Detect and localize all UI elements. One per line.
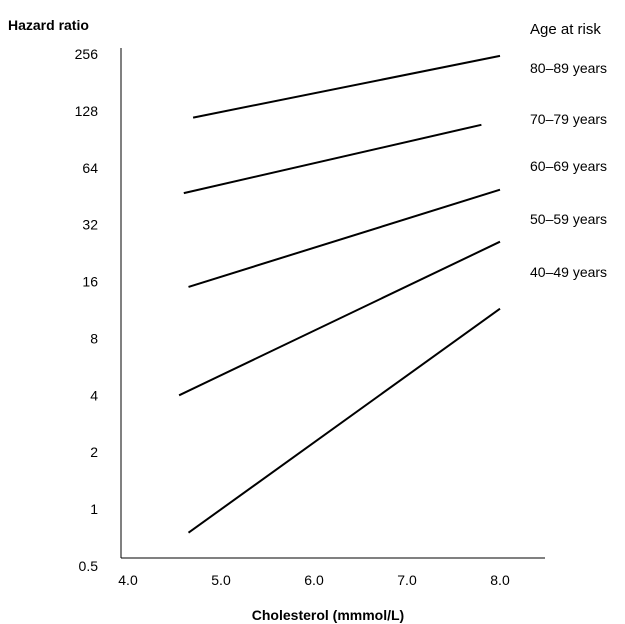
y-tick-label: 128: [75, 103, 99, 119]
series-label-3: 60–69 years: [530, 158, 607, 174]
series-line-1: [192, 54, 501, 119]
y-tick-label: 16: [82, 274, 98, 290]
y-tick-label: 8: [90, 330, 98, 346]
x-tick-label: 6.0: [304, 572, 324, 588]
series-line-3: [188, 188, 501, 288]
x-tick-label: 8.0: [490, 572, 510, 588]
x-axis-title: Cholesterol (mmmol/L): [252, 607, 404, 623]
series-line-2: [183, 123, 482, 195]
y-tick-label: 32: [82, 217, 98, 233]
series-labels: 80–89 years 70–79 years 60–69 years 50–59 y…: [530, 60, 607, 280]
legend-title: Age at risk: [530, 21, 601, 38]
x-tick-label: 7.0: [397, 572, 417, 588]
series-label-1: 80–89 years: [530, 60, 607, 76]
series-label-5: 40–49 years: [530, 264, 607, 280]
series-label-4: 50–59 years: [530, 211, 607, 227]
series-lines: [178, 54, 501, 534]
series-line-4: [178, 240, 501, 397]
y-tick-label: 64: [82, 160, 98, 176]
x-axis-ticks: 4.0 5.0 6.0 7.0 8.0: [118, 572, 510, 588]
y-tick-label: 2: [90, 444, 98, 460]
y-tick-label: 256: [75, 46, 99, 62]
x-tick-label: 4.0: [118, 572, 138, 588]
x-tick-label: 5.0: [211, 572, 231, 588]
series-label-2: 70–79 years: [530, 111, 607, 127]
y-tick-label: 0.5: [79, 558, 99, 574]
y-axis-title: Hazard ratio: [8, 17, 89, 33]
y-axis-ticks: 0.5 1 2 4 8 16 32 64 128 256: [75, 46, 99, 574]
y-tick-label: 4: [90, 387, 98, 403]
series-line-5: [187, 307, 501, 534]
y-tick-label: 1: [90, 501, 98, 517]
